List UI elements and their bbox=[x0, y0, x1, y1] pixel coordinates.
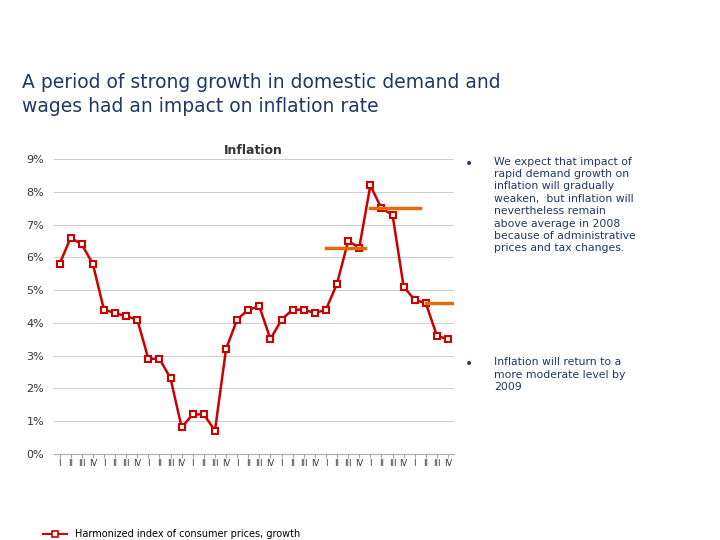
Text: Eesti Pank: Eesti Pank bbox=[29, 21, 89, 34]
Text: A period of strong growth in domestic demand and
wages had an impact on inflatio: A period of strong growth in domestic de… bbox=[22, 72, 500, 116]
Text: Andres Sutt: Andres Sutt bbox=[72, 518, 141, 527]
Text: Inflation will return to a
more moderate level by
2009: Inflation will return to a more moderate… bbox=[494, 357, 626, 392]
Text: Bank of Estonia: Bank of Estonia bbox=[29, 51, 121, 64]
Text: 13: 13 bbox=[683, 516, 698, 529]
Text: •: • bbox=[464, 357, 472, 372]
Title: Inflation: Inflation bbox=[225, 144, 283, 157]
Text: Estonian Economy – on the course for soft landing?: Estonian Economy – on the course for sof… bbox=[210, 518, 510, 527]
Legend: Harmonized index of consumer prices, growth: Harmonized index of consumer prices, gro… bbox=[39, 525, 304, 540]
Text: •: • bbox=[464, 157, 472, 171]
Text: We expect that impact of
rapid demand growth on
inflation will gradually
weaken,: We expect that impact of rapid demand gr… bbox=[494, 157, 636, 253]
